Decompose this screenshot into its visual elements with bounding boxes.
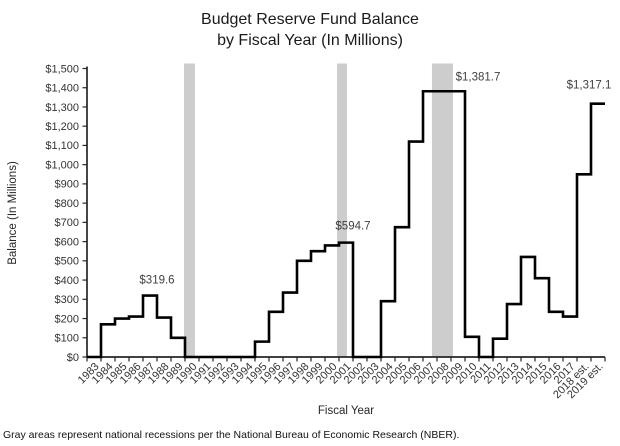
y-axis: $0 $100 $200 $300 $400 $500 $600 $700 $800 $900 $1… [45, 63, 88, 364]
y-tick-label: $800 [55, 198, 79, 210]
y-tick-label: $400 [55, 275, 79, 287]
y-tick-label: $900 [55, 179, 79, 191]
value-annotation: $594.7 [335, 221, 370, 233]
value-annotation: $1,381.7 [456, 71, 501, 83]
y-tick-label: $300 [55, 294, 79, 306]
y-tick-label: $200 [55, 313, 79, 325]
y-tick-label: $1,200 [45, 121, 79, 133]
y-tick-label: $1,500 [45, 63, 79, 75]
value-annotation: $1,317.1 [567, 80, 612, 92]
recession-band [337, 63, 347, 357]
y-axis-title: Balance (In Millions) [7, 161, 19, 265]
x-axis-title: Fiscal Year [318, 405, 374, 417]
value-annotation: $319.6 [139, 275, 174, 287]
y-tick-label: $100 [55, 333, 79, 345]
y-tick-label: $700 [55, 217, 79, 229]
y-tick-label: $500 [55, 256, 79, 268]
chart-title-line1: Budget Reserve Fund Balance [201, 11, 419, 28]
y-tick-label: $1,400 [45, 83, 79, 95]
annotations: $319.6 $594.7 $1,381.7 $1,317.1 [139, 71, 611, 286]
y-tick-label: $1,000 [45, 159, 79, 171]
y-tick-label: $600 [55, 236, 79, 248]
footnote: Gray areas represent national recessions… [3, 429, 459, 441]
recession-bands [184, 63, 453, 357]
y-tick-label: $1,100 [45, 140, 79, 152]
y-tick-label: $0 [67, 352, 79, 364]
chart-title-line2: by Fiscal Year (In Millions) [217, 32, 403, 49]
x-axis: 1983198419851986198719881989199019911992… [76, 356, 606, 401]
recession-band [184, 63, 195, 357]
balance-step-line [87, 89, 605, 359]
recession-band [431, 63, 453, 357]
y-tick-label: $1,300 [45, 102, 79, 114]
